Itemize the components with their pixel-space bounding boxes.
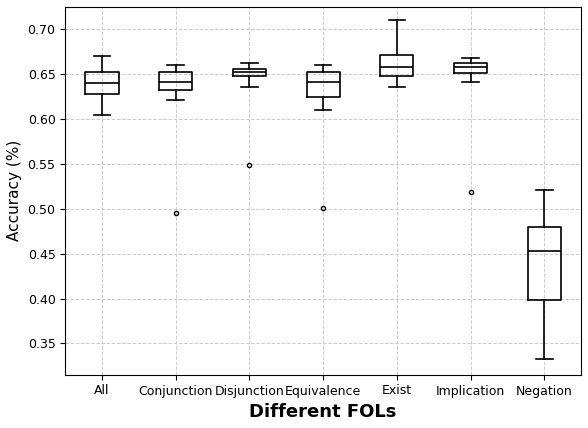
X-axis label: Different FOLs: Different FOLs <box>249 403 397 421</box>
Y-axis label: Accuracy (%): Accuracy (%) <box>7 140 22 241</box>
